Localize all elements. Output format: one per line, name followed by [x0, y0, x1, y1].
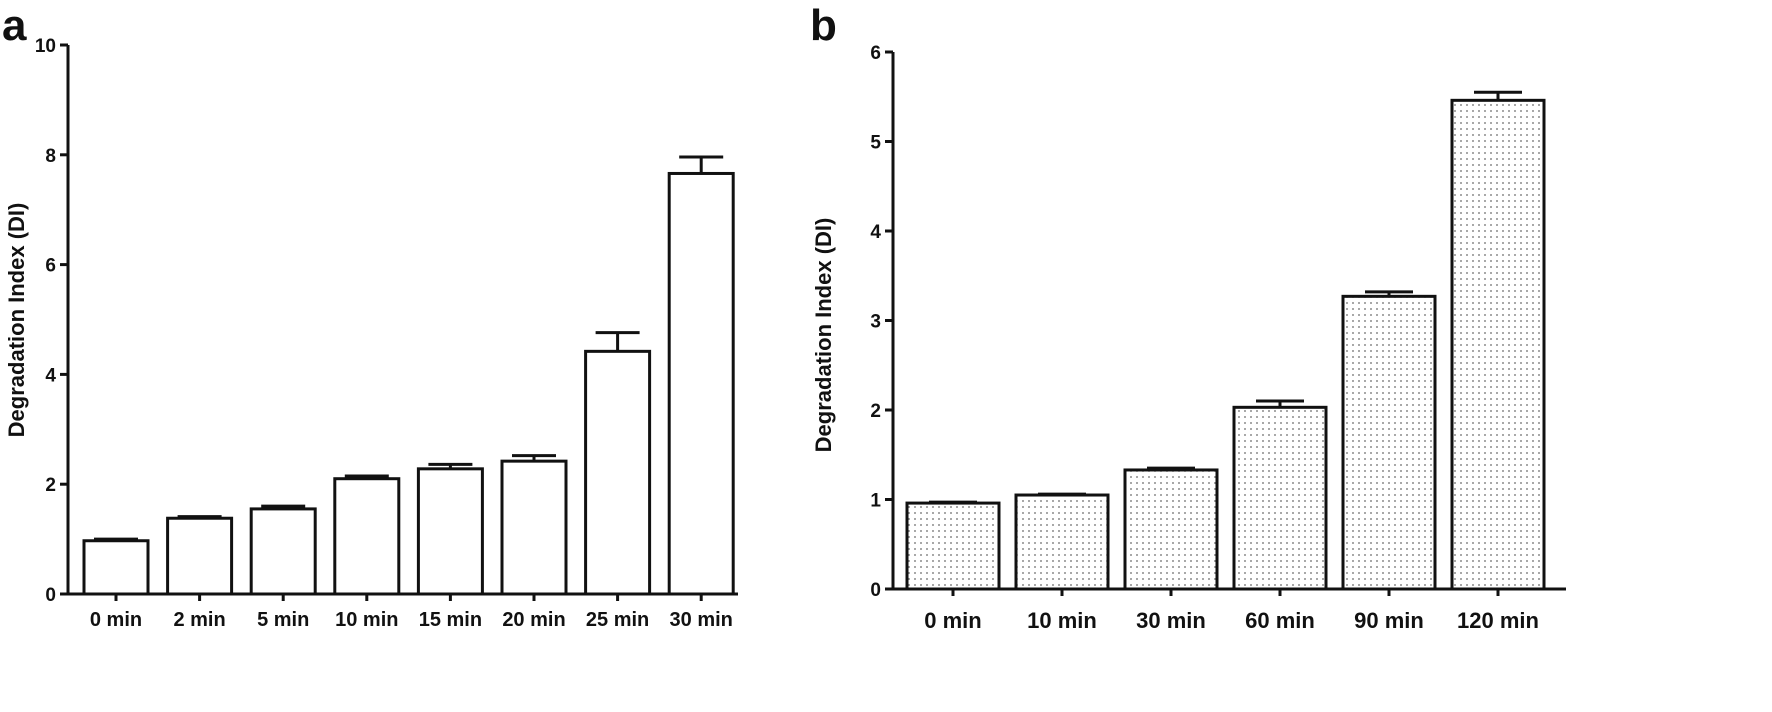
panel-b-y-tick-label: 3 — [870, 312, 881, 333]
panel-b-x-tick-label: 60 min — [1245, 608, 1315, 633]
panel-a-y-tick-label: 4 — [45, 365, 56, 386]
panel-a-bar — [166, 516, 234, 596]
panel-b-y-axis-title: Degradation Index (DI) — [811, 218, 836, 453]
panel-a: a Degradation Index (DI) 0 2 4 6 8 10 0 min 2 … — [2, 1, 738, 631]
panel-a-bar — [416, 467, 484, 596]
panel-b-bar — [1341, 294, 1437, 591]
panel-b-bar — [1232, 405, 1328, 591]
panel-b-x-labels: 0 min 10 min 30 min 60 min 90 min 120 min — [924, 589, 1539, 633]
panel-b-x-tick-label: 90 min — [1354, 608, 1424, 633]
panel-b: b Degradation Index (DI) 0 1 2 3 4 5 6 0 min 10… — [810, 1, 1566, 633]
panel-b-bar — [1123, 468, 1219, 591]
panel-a-y-ticks: 0 2 4 6 8 10 — [35, 36, 68, 606]
panel-b-bar — [1014, 493, 1110, 591]
panel-a-x-tick-label: 2 min — [173, 609, 225, 631]
panel-a-bar — [249, 507, 317, 596]
panel-b-bar — [905, 501, 1001, 591]
panel-b-y-tick-label: 5 — [870, 133, 881, 154]
panel-a-y-tick-label: 0 — [45, 585, 56, 606]
panel-b-x-tick-label: 10 min — [1027, 608, 1097, 633]
panel-a-bar — [82, 539, 150, 596]
panel-b-y-tick-label: 1 — [870, 491, 881, 512]
panel-b-y-ticks: 0 1 2 3 4 5 6 — [870, 43, 893, 601]
panel-a-y-tick-label: 2 — [45, 475, 56, 496]
panel-a-y-axis-title: Degradation Index (DI) — [4, 203, 29, 438]
panel-b-bars — [905, 90, 1546, 591]
panel-a-label: a — [2, 1, 27, 50]
panel-a-x-tick-label: 15 min — [419, 609, 482, 631]
panel-a-bars — [82, 155, 735, 596]
panel-a-x-tick-label: 25 min — [586, 609, 649, 631]
panel-a-x-tick-label: 5 min — [257, 609, 309, 631]
panel-a-bar — [584, 349, 652, 596]
panel-a-x-tick-label: 30 min — [670, 609, 733, 631]
panel-b-y-tick-label: 4 — [870, 222, 881, 243]
panel-a-bar — [500, 459, 568, 596]
panel-b-bar — [1450, 98, 1546, 591]
panel-b-label: b — [810, 1, 837, 50]
panel-b-x-tick-label: 30 min — [1136, 608, 1206, 633]
panel-a-y-tick-label: 6 — [45, 256, 56, 277]
panel-a-y-tick-label: 8 — [45, 146, 56, 167]
panel-a-x-labels: 0 min 2 min 5 min 10 min 15 min 20 min 25 min 3… — [90, 594, 733, 631]
panel-a-x-tick-label: 10 min — [335, 609, 398, 631]
panel-b-y-tick-label: 2 — [870, 401, 881, 422]
panel-a-bar — [333, 477, 401, 596]
panel-a-bar — [667, 171, 735, 596]
panel-a-x-tick-label: 20 min — [502, 609, 565, 631]
panel-b-x-tick-label: 120 min — [1457, 608, 1539, 633]
panel-a-x-tick-label: 0 min — [90, 609, 142, 631]
panel-b-y-tick-label: 6 — [870, 43, 881, 64]
panel-b-y-tick-label: 0 — [870, 580, 881, 601]
panel-b-x-tick-label: 0 min — [924, 608, 981, 633]
panel-a-y-tick-label: 10 — [35, 36, 56, 57]
